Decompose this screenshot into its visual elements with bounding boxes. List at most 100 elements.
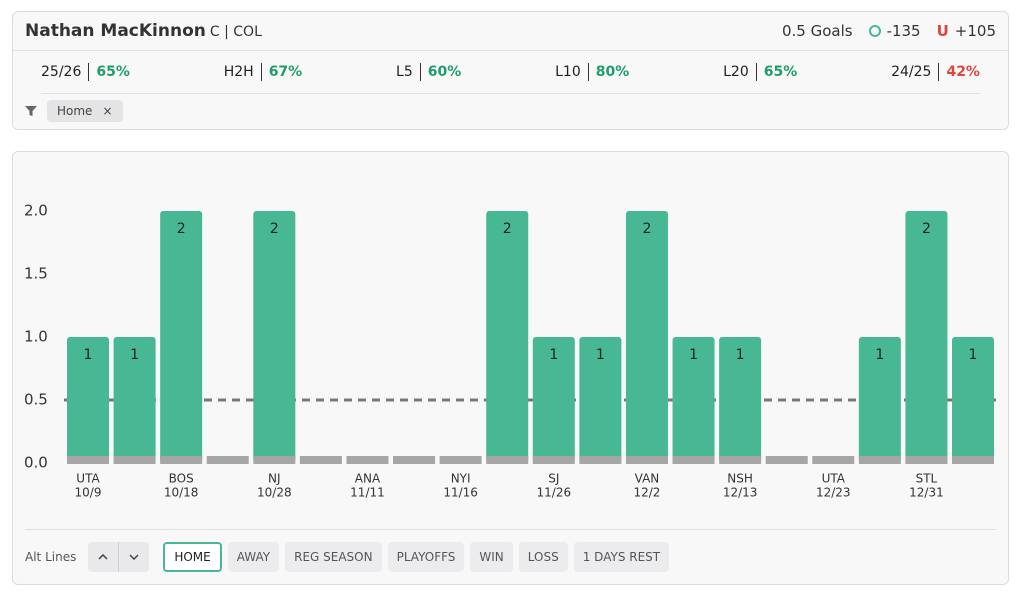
filter-chip[interactable]: Home × [47, 100, 123, 122]
stat-divider [88, 62, 90, 81]
value-label: 1 [549, 347, 558, 363]
value-label: 1 [689, 347, 698, 363]
filter-button[interactable]: REG SEASON [285, 542, 382, 572]
filter-button[interactable]: HOME [163, 542, 222, 572]
over-odds[interactable]: -135 [886, 22, 921, 40]
x-tick-date: 12/2 [633, 486, 660, 500]
bar-base [393, 456, 436, 464]
stat-item: 24/25 42% [891, 62, 980, 81]
bar-base [299, 456, 342, 464]
x-tick-date: 11/11 [350, 486, 385, 500]
alt-lines-stepper [88, 542, 150, 572]
stat-value: 67% [268, 63, 303, 80]
bar-base [532, 456, 575, 464]
x-tick-label: STL [916, 472, 938, 486]
line-down[interactable] [118, 542, 149, 572]
bar [67, 337, 109, 463]
bar-base [672, 456, 715, 464]
under-odds[interactable]: +105 [954, 22, 996, 40]
value-label: 1 [969, 347, 978, 363]
stat-value: 80% [595, 63, 630, 80]
filter-label: Home [57, 104, 93, 118]
bar [486, 211, 529, 463]
stat-label: L10 [555, 63, 581, 80]
prop-line: 0.5 Goals [781, 22, 853, 40]
filter-button[interactable]: WIN [470, 542, 513, 572]
bar-base [253, 456, 296, 464]
bar-base [812, 456, 855, 464]
bar-base [206, 456, 249, 464]
stat-item: L20 65% [723, 62, 797, 81]
filter-button[interactable]: 1 DAYS REST [573, 542, 670, 572]
y-tick-label: 1.0 [24, 328, 48, 346]
player-name: Nathan MacKinnon [25, 21, 206, 41]
value-label: 2 [177, 221, 186, 237]
stat-item: L10 80% [555, 62, 630, 81]
bar-base [486, 456, 529, 464]
stat-value: 60% [427, 63, 462, 80]
y-tick-label: 2.0 [24, 202, 48, 220]
x-tick-label: NYI [451, 472, 471, 486]
x-tick-date: 11/26 [537, 486, 572, 500]
stat-label: L5 [396, 63, 413, 80]
player: Nathan MacKinnon C | COL [25, 21, 262, 41]
filter-button[interactable]: PLAYOFFS [387, 542, 465, 572]
bar [532, 337, 575, 463]
x-tick-label: BOS [169, 472, 194, 486]
stat-item: H2H 67% [223, 62, 303, 81]
y-tick-label: 0.0 [24, 454, 48, 472]
over-icon [868, 25, 881, 37]
bar-base [905, 456, 948, 464]
value-label: 2 [642, 221, 651, 237]
stat-label: H2H [223, 63, 254, 80]
x-tick-date: 12/13 [723, 486, 758, 500]
line-up[interactable] [88, 542, 118, 572]
x-tick-date: 10/9 [75, 486, 102, 500]
bar-base [439, 456, 482, 464]
value-label: 2 [922, 221, 931, 237]
stat-divider [587, 62, 589, 81]
bar [858, 337, 901, 463]
header-row: Nathan MacKinnon C | COL 0.5 Goals -135 U… [13, 12, 1008, 51]
stat-label: 25/26 [41, 63, 82, 80]
x-tick-label: NJ [268, 472, 281, 486]
bar [719, 337, 762, 463]
value-label: 1 [84, 347, 93, 363]
bar-base [765, 456, 808, 464]
x-tick-date: 12/23 [816, 486, 851, 500]
x-tick-label: ANA [355, 472, 381, 486]
bar-base [952, 456, 995, 464]
bar-base [346, 456, 389, 464]
player-position: C | COL [209, 24, 262, 40]
bar [905, 211, 948, 463]
bar [160, 211, 203, 463]
x-tick-label: UTA [822, 472, 846, 486]
y-tick-label: 0.5 [24, 391, 48, 409]
value-label: 1 [875, 347, 884, 363]
bar [672, 337, 715, 463]
under-icon: U [936, 22, 949, 40]
y-tick-label: 1.5 [24, 265, 48, 283]
bar [952, 337, 995, 463]
filter-button[interactable]: AWAY [227, 542, 280, 572]
filter-button[interactable]: LOSS [518, 542, 568, 572]
filter-remove[interactable]: × [102, 104, 113, 118]
x-tick-label: UTA [76, 472, 100, 486]
bar [579, 337, 622, 463]
x-tick-date: 12/31 [909, 486, 944, 500]
stat-divider [260, 62, 262, 81]
x-tick-label: VAN [635, 472, 660, 486]
bar-base [67, 456, 109, 464]
bar-base [625, 456, 668, 464]
stat-divider [755, 62, 757, 81]
stat-label: 24/25 [891, 63, 932, 80]
separator [25, 529, 996, 530]
chevron-down [129, 554, 139, 560]
bar [253, 211, 296, 463]
bar [113, 337, 156, 463]
controls: Alt Lines HOME AWAY REG SEASON PLAYOFFS WIN L… [25, 542, 670, 572]
x-tick-label: SJ [548, 472, 559, 486]
value-label: 1 [736, 347, 745, 363]
